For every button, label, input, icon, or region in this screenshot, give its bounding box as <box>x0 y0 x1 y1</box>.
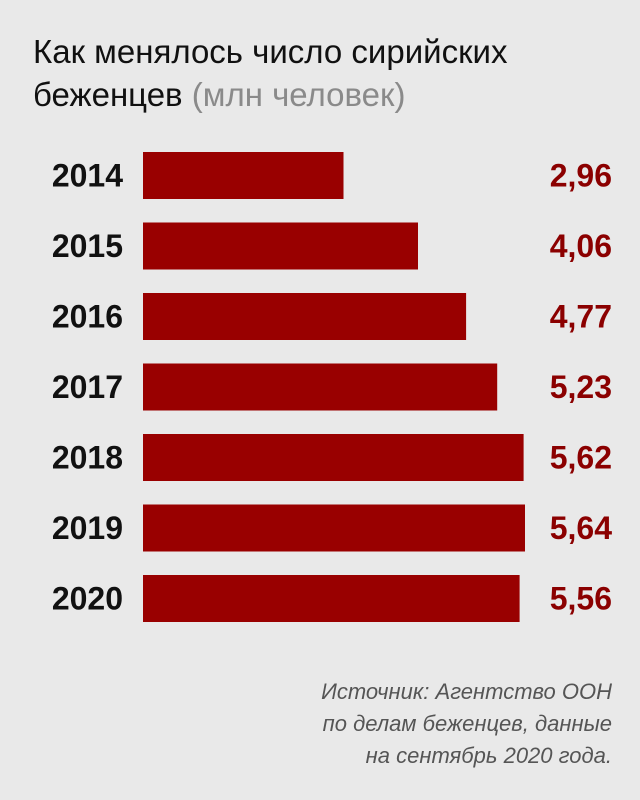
category-label-2019: 2019 <box>52 510 123 546</box>
chart-title-main: Как менялось число сирийских беженцев <box>33 33 508 113</box>
value-label-2019: 5,64 <box>550 510 612 546</box>
source-line-1: Источник: Агентство ООН <box>321 679 612 704</box>
source-line-3: на сентябрь 2020 года. <box>365 743 612 768</box>
bar-2015 <box>143 222 418 270</box>
category-label-2017: 2017 <box>52 369 123 405</box>
bar-2018 <box>143 434 524 481</box>
chart-title-unit: (млн человек) <box>191 76 406 113</box>
bar-chart: 2014 2,96 2015 4,06 2016 4,77 2017 5,23 2018 5,62… <box>52 152 612 622</box>
category-label-2018: 2018 <box>52 440 123 476</box>
bar-2016 <box>143 293 467 340</box>
source-note: Источник: Агентство ООН по делам беженце… <box>92 676 612 772</box>
category-label-2015: 2015 <box>52 228 123 264</box>
value-label-2016: 4,77 <box>550 299 612 335</box>
value-label-2020: 5,56 <box>550 581 612 617</box>
category-label-2016: 2016 <box>52 299 123 335</box>
bar-2017 <box>143 363 498 411</box>
bar-2014 <box>143 152 344 199</box>
chart-title: Как менялось число сирийских беженцев (м… <box>33 30 623 116</box>
category-label-2014: 2014 <box>52 158 123 194</box>
bar-2020 <box>143 575 520 622</box>
value-label-2015: 4,06 <box>550 228 612 264</box>
value-label-2014: 2,96 <box>550 158 612 194</box>
source-line-2: по делам беженцев, данные <box>322 711 612 736</box>
value-label-2018: 5,62 <box>550 440 612 476</box>
bar-2019 <box>143 504 525 552</box>
value-label-2017: 5,23 <box>550 369 612 405</box>
category-label-2020: 2020 <box>52 581 123 617</box>
